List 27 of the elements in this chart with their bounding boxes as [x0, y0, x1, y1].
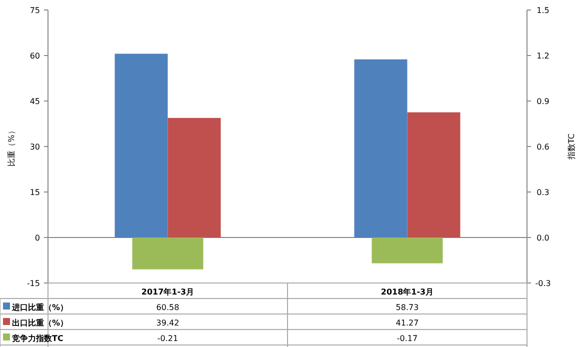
- legend-label: 进口比重（%）: [11, 303, 68, 312]
- y-axis-title: 比重（%）: [7, 126, 16, 166]
- y2-tick-label: 0.9: [536, 97, 550, 106]
- y2-tick-label: -0.3: [535, 279, 551, 288]
- y-tick-label: 0: [34, 234, 40, 242]
- y-tick-label: 45: [30, 97, 40, 106]
- x-tick-label: 2018年1-3月: [380, 288, 434, 296]
- data-label: -0.21: [157, 334, 178, 343]
- data-label: 60.58: [156, 303, 180, 312]
- y2-tick-label: 0.6: [536, 142, 550, 152]
- y2-tick-label: 1.2: [536, 52, 550, 60]
- y2-tick-label: 1.5: [536, 6, 550, 15]
- data-label: 39.42: [156, 318, 180, 328]
- data-label: 58.73: [396, 303, 419, 312]
- x-tick-label: 2017年1-3月: [141, 288, 194, 296]
- data-label: 41.27: [396, 318, 419, 328]
- y2-tick-label: 0.0: [536, 234, 550, 242]
- y2-axis-title: 指数TC: [567, 133, 576, 161]
- y-tick-label: 75: [30, 6, 40, 15]
- y2-tick-label: 0.3: [536, 188, 550, 197]
- y-tick-label: 60: [30, 52, 40, 60]
- y-tick-label: -15: [26, 279, 40, 288]
- data-label: -0.17: [396, 334, 418, 343]
- y-tick-label: 15: [30, 188, 40, 197]
- legend-label: 竞争力指数TC: [11, 334, 64, 343]
- legend-label: 出口比重（%）: [12, 318, 68, 328]
- y-tick-label: 30: [30, 142, 40, 152]
